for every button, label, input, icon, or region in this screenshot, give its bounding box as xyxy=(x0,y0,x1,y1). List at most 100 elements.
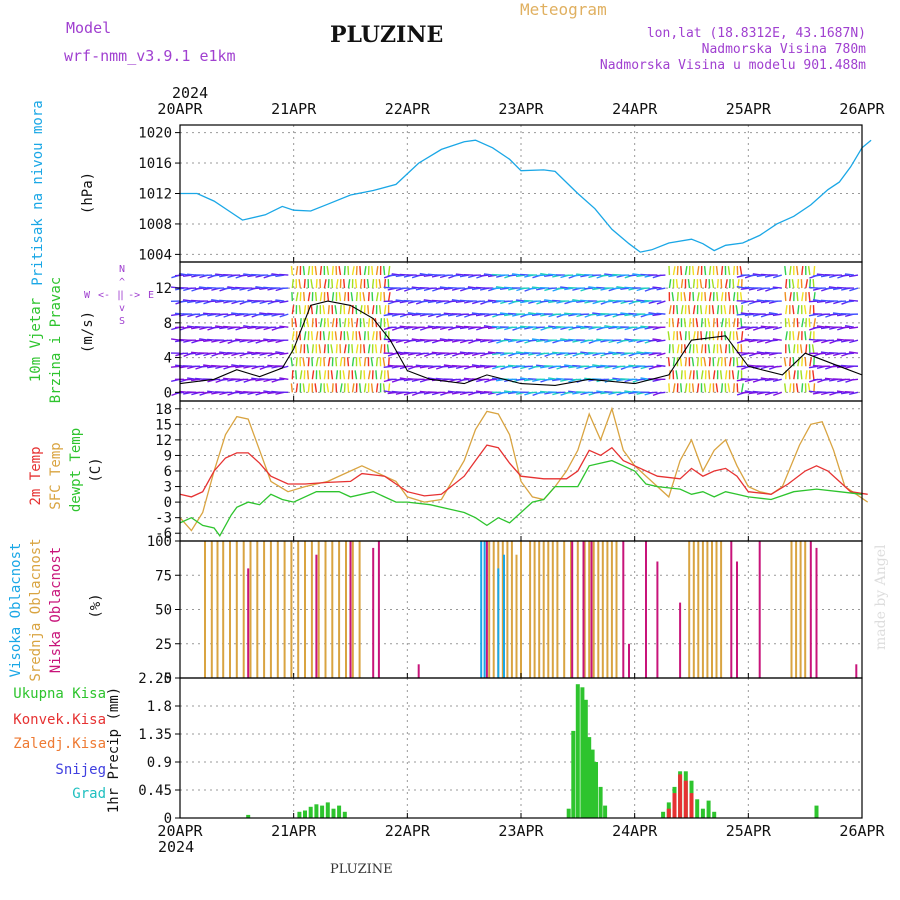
wind-arrow xyxy=(243,300,253,303)
wind-arrow xyxy=(483,391,493,394)
wind-arrow xyxy=(828,286,839,289)
wind-arrow xyxy=(808,292,811,302)
wind-arrow xyxy=(600,274,610,277)
wind-arrow xyxy=(836,390,847,394)
wind-arrow xyxy=(628,391,638,395)
wind-arrow xyxy=(455,273,465,276)
wind-arrow xyxy=(672,344,675,354)
wind-arrow xyxy=(696,266,700,276)
precipitation-bar-total_precip xyxy=(325,802,330,818)
wind-arrow xyxy=(367,292,370,302)
wind-arrow xyxy=(792,331,795,341)
wind-arrow xyxy=(187,377,197,380)
cloud_cover-bar-high_cloud xyxy=(497,568,500,678)
wind-arrow xyxy=(812,326,822,329)
wind-arrow xyxy=(544,326,554,329)
wind-arrow xyxy=(351,266,355,276)
wind-arrow xyxy=(576,273,586,276)
wind-arrow xyxy=(363,344,366,354)
wind-arrow xyxy=(704,292,707,302)
page-title: PLUZINE xyxy=(330,22,444,48)
cloud_cover-bar-mid_cloud xyxy=(610,541,613,678)
cloud_cover-bar-low_cloud xyxy=(656,561,659,678)
cloud_cover-bar-mid_cloud xyxy=(529,541,532,678)
wind-arrow xyxy=(640,325,650,328)
wind-arrow xyxy=(199,365,209,368)
panel-frame xyxy=(179,677,863,819)
wind-arrow xyxy=(411,365,421,368)
wind-arrow xyxy=(447,390,457,394)
cloud_cover-bar-low_cloud xyxy=(582,541,585,678)
wind-arrow xyxy=(712,331,715,341)
wind-arrow xyxy=(223,325,233,328)
wind-arrow xyxy=(379,331,382,341)
cloud_cover-bar-mid_cloud xyxy=(701,541,704,678)
wind-speed-line xyxy=(179,300,863,386)
wind-arrow xyxy=(600,364,610,367)
wind-arrow xyxy=(735,305,739,315)
wind-arrow xyxy=(723,305,727,315)
wind-arrow xyxy=(299,318,302,328)
cloud_cover-bar-low_cloud xyxy=(622,541,625,678)
wind-arrow xyxy=(330,370,334,380)
wind-arrow xyxy=(223,339,233,342)
wind-arrow xyxy=(667,357,671,367)
wind-arrow xyxy=(211,364,221,367)
y-tick-label: 0.45 xyxy=(138,783,172,799)
wind-arrow xyxy=(311,370,315,380)
wind-arrow xyxy=(207,338,217,341)
wind-arrow xyxy=(700,370,704,380)
wind-arrow xyxy=(700,344,704,354)
wind-arrow xyxy=(772,378,782,382)
wind-arrow xyxy=(824,287,834,290)
wind-arrow xyxy=(784,292,787,302)
wind-arrow xyxy=(359,266,362,276)
x-tick-label-bottom: 23APR xyxy=(498,822,544,840)
wind-arrow xyxy=(479,274,489,277)
wind-arrow xyxy=(295,357,298,367)
wind-arrow xyxy=(644,313,654,316)
wind-arrow xyxy=(808,318,811,328)
wind-arrow xyxy=(302,266,306,276)
wind-arrow xyxy=(592,364,602,367)
wind-arrow xyxy=(692,305,696,315)
wind-arrow xyxy=(612,325,622,328)
wind-arrow xyxy=(331,318,335,328)
x-tick-label-top: 22APR xyxy=(385,100,431,118)
wind-arrow xyxy=(371,305,375,315)
wind-arrow xyxy=(339,357,343,367)
wind-arrow xyxy=(235,300,245,303)
wind-arrow xyxy=(379,292,382,302)
wind-arrow xyxy=(716,305,720,315)
wind-arrow xyxy=(748,391,758,395)
wind-arrow xyxy=(691,357,695,367)
wind-arrow xyxy=(343,266,346,276)
cloud_cover-bar-low_cloud xyxy=(628,643,630,679)
wind-arrow xyxy=(291,279,294,289)
wind-arrow xyxy=(739,292,743,302)
cloud_cover-bar-mid_cloud xyxy=(317,541,320,678)
precipitation-bar-conv_precip xyxy=(666,808,671,818)
wind-dir-arrows: <- | -> xyxy=(98,290,140,301)
wind-arrow xyxy=(362,292,366,302)
wind-arrow xyxy=(789,266,792,276)
wind-arrow xyxy=(596,286,606,289)
wind-arrow xyxy=(732,292,736,302)
wind-arrow xyxy=(371,279,375,289)
cloud_cover-bar-mid_cloud xyxy=(542,541,545,678)
cloud_cover-bar-mid_cloud xyxy=(283,541,286,678)
wind-arrow xyxy=(483,352,493,355)
wind-arrow xyxy=(495,313,506,316)
wind-arrow xyxy=(187,352,197,355)
cloud_cover-bar-mid_cloud xyxy=(297,541,300,678)
wind-arrow xyxy=(696,292,700,302)
wind-arrow xyxy=(744,286,754,289)
wind-arrow xyxy=(467,352,477,354)
wind-arrow xyxy=(263,338,273,341)
precipitation-bar-total_precip xyxy=(590,749,595,818)
wind-arrow xyxy=(668,279,672,289)
wind-arrow xyxy=(636,299,646,302)
wind-arrow xyxy=(239,364,249,367)
wind-arrow xyxy=(334,331,338,341)
x-tick-label-bottom: 21APR xyxy=(271,822,317,840)
